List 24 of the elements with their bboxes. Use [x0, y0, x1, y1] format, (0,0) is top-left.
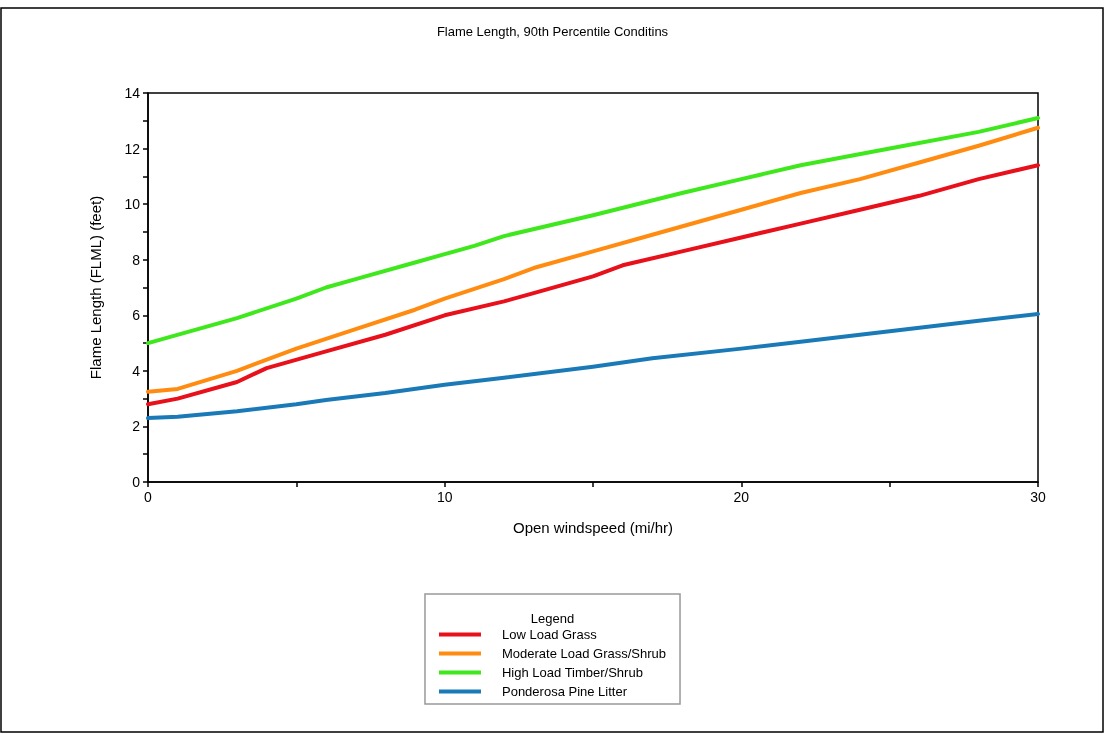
legend-label: Ponderosa Pine Litter [501, 684, 628, 699]
x-tick-label: 30 [1030, 489, 1046, 505]
y-tick-label: 8 [132, 251, 141, 268]
y-tick-label: 4 [132, 362, 141, 379]
y-tick-label: 2 [132, 418, 141, 435]
x-tick-label: 20 [733, 489, 750, 505]
line-series [146, 311, 1040, 421]
line-series [146, 116, 1040, 346]
x-axis-title: Open windspeed (mi/hr) [512, 519, 674, 536]
y-tick-label: 6 [132, 307, 141, 324]
y-tick-label: 0 [132, 474, 141, 490]
y-tick-label: 10 [124, 196, 141, 213]
y-tick-label: 12 [124, 140, 141, 157]
legend-label: Low Load Grass [501, 627, 598, 642]
y-axis-title: Flame Length (FLML) (feet) [87, 195, 104, 380]
legend-label: Moderate Load Grass/Shrub [501, 646, 667, 661]
legend-title: Legend [530, 611, 575, 626]
y-tick-label: 14 [124, 85, 141, 101]
line-series [146, 125, 1040, 394]
x-tick-label: 10 [436, 489, 453, 505]
line-series [146, 163, 1040, 407]
x-tick-label: 0 [144, 489, 153, 505]
chart-title: Flame Length, 90th Percentile Conditins [436, 24, 669, 39]
legend-label: High Load Timber/Shrub [501, 665, 643, 680]
